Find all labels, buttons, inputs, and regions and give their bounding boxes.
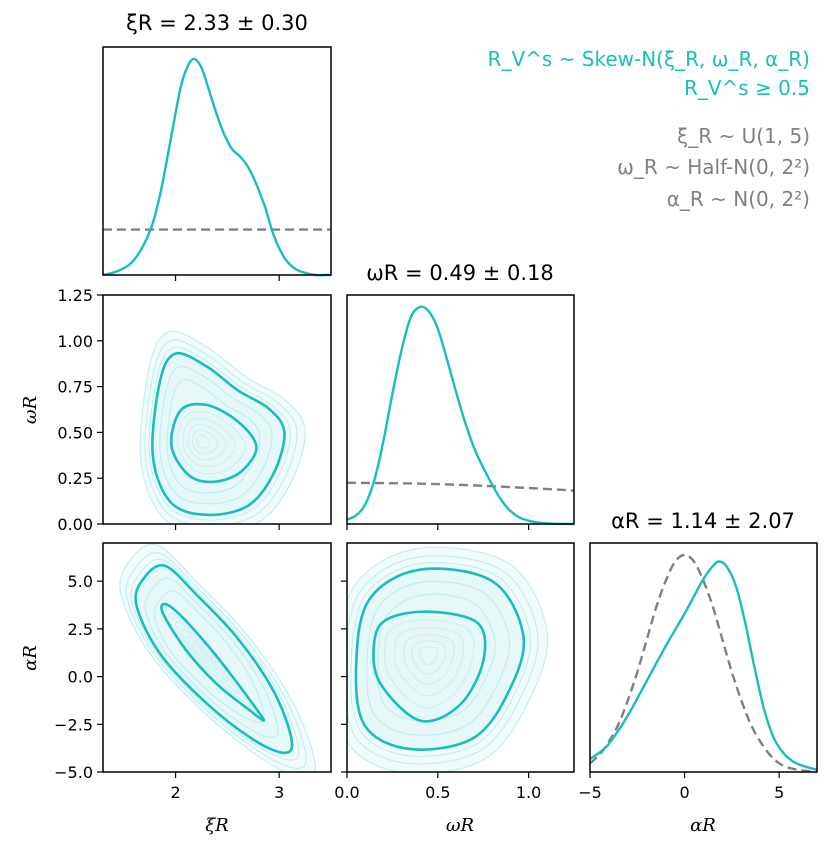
legend-model-line-2: R_V^s ≥ 0.5 [684,76,810,100]
panel-omega-alpha-contour [347,546,549,772]
contour-faint [366,580,511,736]
title-omega: ωR = 0.49 ± 0.18 [366,261,554,285]
contour-faint [383,619,475,709]
y-tick-label: 1.00 [57,332,93,351]
contour-faint [182,417,237,468]
title-xi: ξR = 2.33 ± 0.30 [126,11,308,35]
contour-faint [403,634,455,685]
contour-faint [159,365,273,505]
contour-faint [377,593,496,722]
contour-95 [354,567,526,751]
contour-faint [168,612,252,707]
x-tick-label: 0.0 [334,783,359,802]
contour-faint [130,558,300,761]
contour-faint [419,646,439,666]
contour-faint [174,620,240,695]
y-tick-label: 1.25 [57,286,93,305]
contour-95 [151,351,286,517]
panel-xi-omega-contour [139,330,306,524]
contour-faint [125,552,307,769]
ylabel-alpha: αR [20,645,41,671]
panel-omega-marginal [346,305,575,526]
contour-95 [134,564,294,755]
axes-frame [102,46,332,276]
y-tick-label: 0.50 [57,423,93,442]
contour-fill [152,353,285,515]
contour-faint [144,577,279,739]
panel-xi-alpha-contour [119,543,317,772]
ylabel-omega: ωR [20,396,41,424]
posterior-curve-xi_R [102,57,331,277]
posterior-curve-omega_R [346,305,575,526]
xlabel-xi: ξR [205,815,228,836]
axes-ticks: 2 3 0.0 0.5 1.0 −5 0 5 0.00 0.25 0.50 0.75 1.00 1.25 −… [54,275,784,802]
contour-faint [196,435,211,449]
contour-faint [191,641,210,662]
contour-faint [393,627,465,697]
axes-frame [102,542,332,773]
axes-frames [102,46,818,773]
legend-prior-line-1: ξ_R ~ U(1, 5) [677,124,810,148]
panel-alpha-marginal [589,553,818,774]
y-tick-label: −2.5 [54,715,93,734]
contour-faint [144,339,298,524]
axes-frame [346,294,575,525]
y-tick-label: 0.00 [57,515,93,534]
title-alpha: αR = 1.14 ± 2.07 [611,509,795,533]
contour-faint [186,635,219,672]
xlabel-alpha: αR [690,815,716,836]
x-tick-label: −5 [578,783,602,802]
contour-68 [372,610,487,723]
axes-frame [589,542,818,773]
contour-faint [166,379,261,494]
posterior-curve-alpha_R [589,560,818,771]
x-tick-label: 1.0 [516,783,541,802]
contour-faint [176,411,246,475]
legend-prior-line-2: ω_R ~ Half-N(0, 2²) [617,155,810,179]
legend: R_V^s ~ Skew-N(ξ_R, ω_R, α_R) R_V^s ≥ 0.… [488,47,810,211]
contour-faint [148,346,291,521]
y-tick-label: 0.75 [57,378,93,397]
prior-curve-alpha_R [589,553,818,774]
y-tick-label: 0.0 [68,668,93,687]
contour-faint [187,424,227,461]
y-tick-label: 5.0 [68,572,93,591]
legend-prior-line-3: α_R ~ N(0, 2²) [667,187,810,211]
contour-faint [411,640,447,675]
contour-faint [181,628,229,683]
axes-frame [102,294,332,525]
y-tick-label: −5.0 [54,763,93,782]
x-tick-label: 0 [679,783,689,802]
x-tick-label: 3 [274,783,284,802]
contour-68 [169,402,258,484]
y-tick-label: 0.25 [57,469,93,488]
legend-model-line-1: R_V^s ~ Skew-N(ξ_R, ω_R, α_R) [488,47,810,71]
x-tick-label: 2 [170,783,180,802]
contour-68 [160,602,266,722]
contour-faint [350,562,532,757]
y-tick-label: 2.5 [68,620,93,639]
prior-curve-omega_R [346,481,575,492]
x-tick-label: 5 [774,783,784,802]
x-tick-label: 0.5 [425,783,450,802]
contour-faint [191,429,219,455]
panel-xi-marginal [102,57,331,277]
xlabel-omega: ωR [446,815,474,836]
axes-frame [346,542,575,773]
contour-faint [347,555,539,765]
